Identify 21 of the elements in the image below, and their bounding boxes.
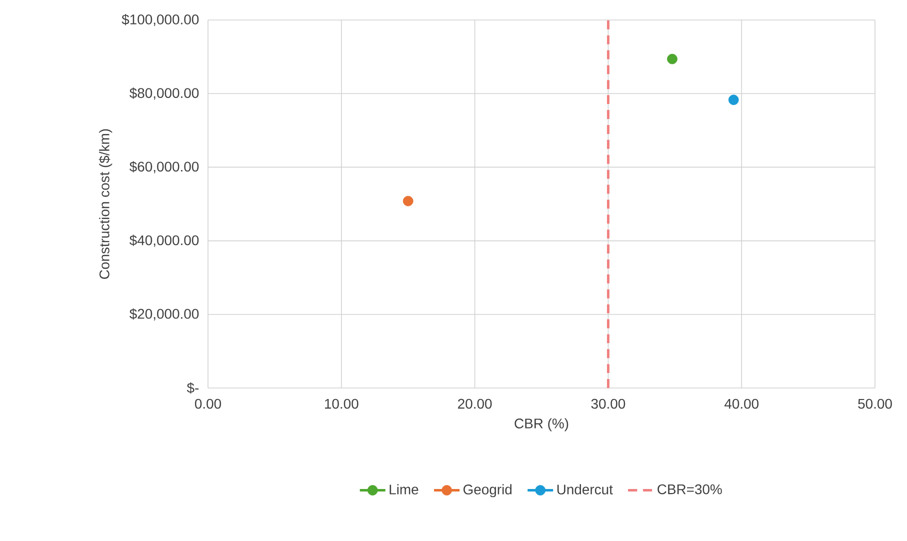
point — [402, 196, 414, 206]
x-tick-label: 50.00 — [858, 398, 892, 409]
x-tick-label: 10.00 — [325, 398, 358, 409]
y-axis-title: Construction cost ($/km) — [98, 129, 112, 279]
x-tick-label: 30.00 — [591, 398, 626, 409]
x-axis-title: CBR (%) — [514, 418, 568, 432]
y-tick-label: $40,000.00 — [130, 234, 199, 247]
x-tick-label: 40.00 — [724, 398, 759, 409]
legend-label: Geogrid — [463, 484, 512, 498]
y-tick-label: $20,000.00 — [130, 308, 199, 320]
y-tick-label: $60,000.00 — [130, 161, 199, 174]
legend-label: CBR=30% — [658, 484, 722, 494]
x-tick-label: 0.00 — [194, 398, 222, 409]
point — [728, 94, 739, 106]
legend-label: Undercut — [557, 484, 613, 494]
x-tick-label: 20.00 — [458, 398, 492, 409]
legend-label: Lime — [390, 484, 418, 494]
y-tick-label: $80,000.00 — [130, 88, 199, 100]
y-tick-label: $100,000.00 — [122, 14, 199, 26]
y-tick-label: $- — [186, 382, 199, 394]
point — [667, 54, 678, 64]
